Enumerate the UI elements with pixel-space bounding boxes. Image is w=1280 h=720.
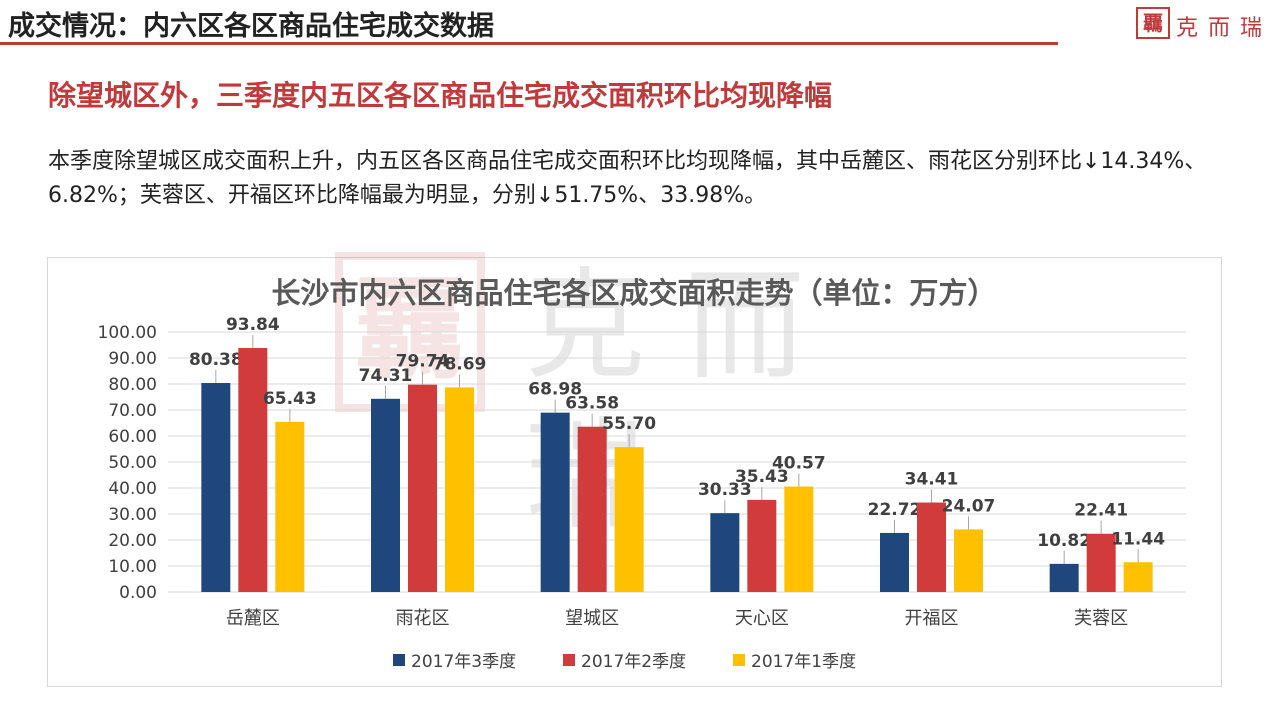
summary-paragraph: 本季度除望城区成交面积上升，内五区各区商品住宅成交面积环比均现降幅，其中岳麓区、…	[48, 149, 1207, 208]
y-tick-label: 60.00	[108, 427, 157, 447]
data-label: 30.33	[698, 480, 752, 500]
bar	[880, 532, 909, 592]
bar	[238, 348, 268, 592]
brand-seal-logo: 覊	[1136, 7, 1170, 39]
bar	[275, 421, 305, 592]
data-label: 68.98	[528, 380, 582, 400]
bar	[917, 502, 946, 592]
x-tick-label: 望城区	[565, 608, 619, 629]
y-tick-label: 30.00	[108, 505, 157, 525]
x-tick-label: 芙蓉区	[1074, 608, 1128, 629]
data-label: 22.72	[868, 500, 922, 520]
y-tick-label: 20.00	[108, 531, 157, 551]
data-label: 22.41	[1074, 501, 1128, 521]
legend-label: 2017年2季度	[581, 652, 686, 672]
bar	[1086, 533, 1116, 592]
bar	[784, 486, 814, 592]
bar	[710, 513, 740, 592]
y-tick-label: 90.00	[108, 349, 157, 369]
bar	[445, 387, 474, 592]
x-tick-label: 雨花区	[396, 608, 450, 629]
data-label: 55.70	[602, 414, 656, 434]
data-label: 40.57	[772, 454, 826, 474]
data-label: 74.31	[359, 366, 413, 386]
bar	[540, 412, 570, 592]
data-label: 79.74	[396, 352, 450, 372]
y-tick-label: 50.00	[108, 453, 157, 473]
page-title: 成交情况：内六区各区商品住宅成交数据	[8, 11, 494, 42]
chart-title: 长沙市内六区商品住宅各区成交面积走势（单位：万方）	[271, 276, 997, 310]
data-label: 80.38	[189, 350, 243, 370]
y-tick-label: 10.00	[108, 557, 157, 577]
data-label: 35.43	[735, 467, 789, 487]
data-label: 63.58	[565, 394, 619, 414]
bar	[1123, 562, 1153, 592]
y-tick-label: 70.00	[108, 401, 157, 421]
data-label: 78.69	[433, 354, 487, 374]
legend-swatch	[733, 654, 745, 666]
brand-name: 克而瑞	[1176, 16, 1273, 41]
bar	[747, 499, 777, 592]
y-tick-label: 100.00	[98, 323, 157, 343]
x-tick-label: 岳麓区	[226, 608, 280, 629]
y-tick-label: 80.00	[108, 375, 157, 395]
data-label: 11.44	[1111, 529, 1165, 549]
x-tick-label: 天心区	[735, 608, 789, 629]
x-tick-label: 开福区	[905, 608, 959, 629]
title-underline	[0, 42, 1058, 45]
legend-swatch	[393, 654, 405, 666]
bar	[954, 529, 983, 592]
data-label: 34.41	[905, 470, 959, 490]
data-label: 10.82	[1037, 531, 1091, 551]
bar	[577, 426, 607, 592]
bar	[1049, 563, 1079, 592]
y-tick-label: 0.00	[119, 583, 157, 603]
bar	[614, 447, 644, 592]
section-subtitle: 除望城区外，三季度内五区各区商品住宅成交面积环比均现降幅	[48, 79, 833, 112]
data-label: 24.07	[942, 496, 996, 516]
bar	[201, 383, 231, 592]
y-tick-label: 40.00	[108, 479, 157, 499]
legend-swatch	[563, 654, 575, 666]
legend-label: 2017年3季度	[411, 652, 516, 672]
bar	[408, 384, 437, 592]
bar	[371, 398, 400, 592]
legend-label: 2017年1季度	[751, 652, 856, 672]
data-label: 93.84	[226, 315, 280, 335]
data-label: 65.43	[263, 389, 317, 409]
